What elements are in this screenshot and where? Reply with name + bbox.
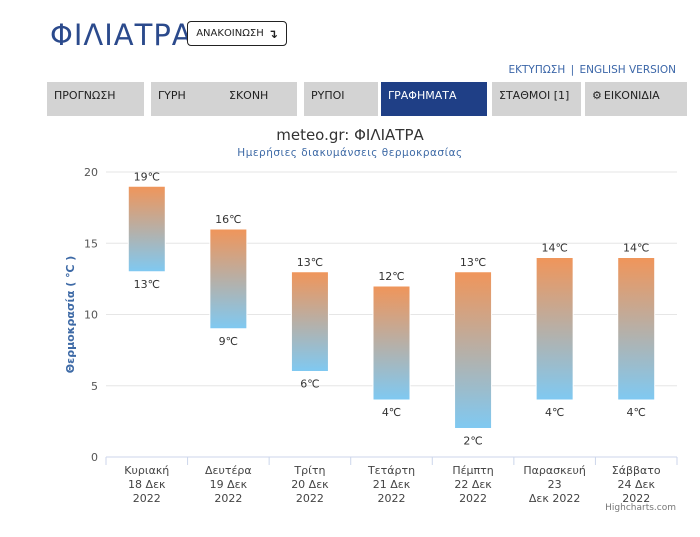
y-tick-label: 20 — [84, 166, 98, 179]
low-temp-label: 2℃ — [463, 435, 482, 448]
tab-label: ΡΥΠΟΙ — [311, 89, 345, 102]
temperature-range-bar — [127, 185, 166, 273]
y-tick-label: 5 — [91, 380, 98, 393]
gear-icon: ⚙ — [592, 89, 602, 102]
temperature-range-bar — [535, 257, 574, 401]
x-category-label: Τρίτη — [293, 464, 325, 477]
high-temp-label: 13℃ — [460, 256, 486, 269]
x-category-label: Παρασκευή — [523, 464, 586, 477]
high-temp-label: 14℃ — [541, 242, 567, 255]
y-tick-label: 15 — [84, 237, 98, 250]
x-category-label: 23 — [548, 478, 562, 491]
announcement-label: ΑΝΑΚΟΙΝΩΣΗ — [196, 28, 264, 39]
tab-label: ΣΤΑΘΜΟΙ [1] — [499, 89, 570, 102]
tab-stations[interactable]: ΣΤΑΘΜΟΙ [1] — [492, 82, 581, 116]
x-category-label: 2022 — [296, 492, 324, 505]
x-category-label: 2022 — [214, 492, 242, 505]
y-tick-label: 0 — [91, 451, 98, 464]
tab-forecast[interactable]: ΠΡΟΓΝΩΣΗ — [47, 82, 144, 116]
chart-title: meteo.gr: ΦΙΛΙΑΤΡΑ — [276, 126, 424, 144]
main-tabs: ΠΡΟΓΝΩΣΗ ΓΥΡΗ ΣΚΟΝΗ ΡΥΠΟΙ ΓΡΑΦΗΜΑΤΑ ΣΤΑΘ… — [47, 82, 687, 116]
tab-label: ΠΡΟΓΝΩΣΗ — [54, 89, 116, 102]
x-category-label: 21 Δεκ — [373, 478, 411, 491]
temperature-range-bar — [372, 285, 411, 401]
x-category-label: Δεκ 2022 — [529, 492, 580, 505]
high-temp-label: 13℃ — [297, 256, 323, 269]
high-temp-label: 12℃ — [378, 270, 404, 283]
english-version-link[interactable]: ENGLISH VERSION — [579, 64, 676, 76]
x-category-label: 22 Δεκ — [454, 478, 492, 491]
x-category-label: 19 Δεκ — [210, 478, 248, 491]
chart-plot: 0 5 10 15 20 Θερμοκρασία ( ℃ ) 19℃ 13℃ Κυριακή18… — [64, 166, 678, 505]
x-category-label: Πέμπτη — [452, 464, 493, 477]
y-tick-label: 10 — [84, 309, 98, 322]
credits-link[interactable]: Highcharts.com — [605, 503, 676, 513]
top-links: ΕΚΤΥΠΩΣΗ | ENGLISH VERSION — [509, 64, 677, 76]
tab-pollutants[interactable]: ΡΥΠΟΙ — [304, 82, 378, 116]
print-link[interactable]: ΕΚΤΥΠΩΣΗ — [508, 64, 566, 76]
x-category-label: 18 Δεκ — [128, 478, 166, 491]
temperature-chart: meteo.gr: ΦΙΛΙΑΤΡΑ Ημερήσιες διακυμάνσει… — [0, 120, 700, 537]
high-temp-label: 19℃ — [134, 170, 160, 183]
high-temp-label: 14℃ — [623, 242, 649, 255]
high-temp-label: 16℃ — [215, 213, 241, 226]
low-temp-label: 4℃ — [627, 406, 646, 419]
temperature-range-bar — [290, 271, 329, 372]
x-category-label: Κυριακή — [124, 464, 169, 477]
low-temp-label: 9℃ — [219, 335, 238, 348]
tab-label: ΣΚΟΝΗ — [229, 89, 269, 102]
x-category-label: 20 Δεκ — [291, 478, 329, 491]
tab-dust[interactable]: ΣΚΟΝΗ — [222, 82, 297, 116]
temperature-range-bar — [617, 257, 656, 401]
link-separator: | — [570, 64, 575, 76]
x-category-label: Δευτέρα — [205, 464, 252, 477]
arrow-down-icon: ↴ — [267, 26, 278, 41]
x-category-label: 2022 — [133, 492, 161, 505]
x-category-label: 24 Δεκ — [617, 478, 655, 491]
low-temp-label: 4℃ — [545, 406, 564, 419]
page-title: ΦΙΛΙΑΤΡΑ — [50, 18, 193, 52]
temperature-range-bar — [209, 228, 248, 330]
temperature-range-bar — [454, 271, 493, 429]
tab-label: ΓΥΡΗ — [158, 89, 186, 102]
tab-graphs[interactable]: ΓΡΑΦΗΜΑΤΑ — [381, 82, 487, 116]
x-category-label: Σάββατο — [612, 464, 661, 477]
low-temp-label: 6℃ — [300, 378, 319, 391]
x-category-label: 2022 — [378, 492, 406, 505]
tab-label: ΕΙΚΟΝΙΔΙΑ — [603, 89, 660, 102]
announcement-button[interactable]: ΑΝΑΚΟΙΝΩΣΗ ↴ — [187, 21, 287, 46]
x-category-label: Τετάρτη — [367, 464, 415, 477]
y-axis-title: Θερμοκρασία ( ℃ ) — [64, 256, 77, 374]
tab-label: ΓΡΑΦΗΜΑΤΑ — [388, 89, 457, 102]
x-category-label: 2022 — [459, 492, 487, 505]
tab-icons[interactable]: ⚙ ΕΙΚΟΝΙΔΙΑ — [585, 82, 687, 116]
x-category-label: 2022 — [622, 492, 650, 505]
low-temp-label: 13℃ — [134, 278, 160, 291]
low-temp-label: 4℃ — [382, 406, 401, 419]
chart-subtitle: Ημερήσιες διακυμάνσεις θερμοκρασίας — [237, 147, 463, 159]
